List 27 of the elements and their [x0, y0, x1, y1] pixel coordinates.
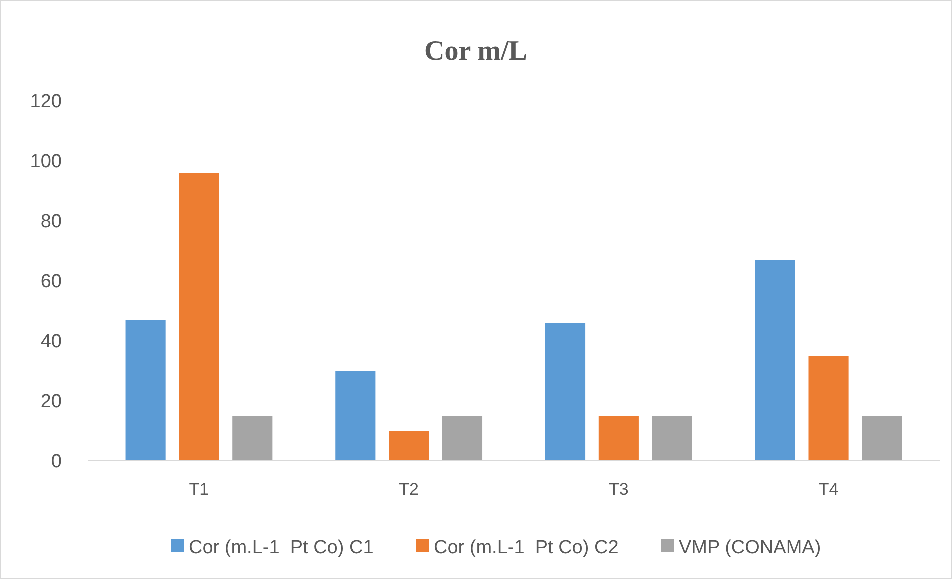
bar [808, 356, 849, 461]
y-tick-label: 120 [30, 92, 62, 113]
bar [389, 431, 430, 461]
legend-label: Cor (m.L-1 Pt Co) C2 [434, 538, 619, 559]
bar [652, 416, 692, 461]
bar [545, 323, 586, 461]
bar [442, 416, 483, 461]
y-tick-label: 40 [40, 332, 62, 353]
bar [126, 320, 166, 461]
bar [598, 416, 639, 461]
bar [179, 173, 220, 461]
bar [862, 416, 902, 461]
y-tick-label: 0 [51, 452, 62, 473]
y-tick-label: 100 [30, 152, 62, 173]
x-tick-label: T4 [818, 480, 839, 499]
x-tick-label: T1 [189, 480, 210, 499]
y-tick-label: 20 [40, 392, 62, 413]
bar [336, 371, 376, 461]
chart-title: Cor m/L [424, 36, 528, 67]
legend-label: Cor (m.L-1 Pt Co) C1 [189, 538, 374, 559]
bar [232, 416, 273, 461]
y-tick-label: 80 [40, 212, 62, 233]
y-tick-label: 60 [40, 272, 62, 293]
bar [755, 260, 796, 461]
x-tick-label: T3 [609, 480, 629, 499]
legend-label: VMP (CONAMA) [679, 538, 822, 559]
x-tick-label: T2 [399, 480, 419, 499]
